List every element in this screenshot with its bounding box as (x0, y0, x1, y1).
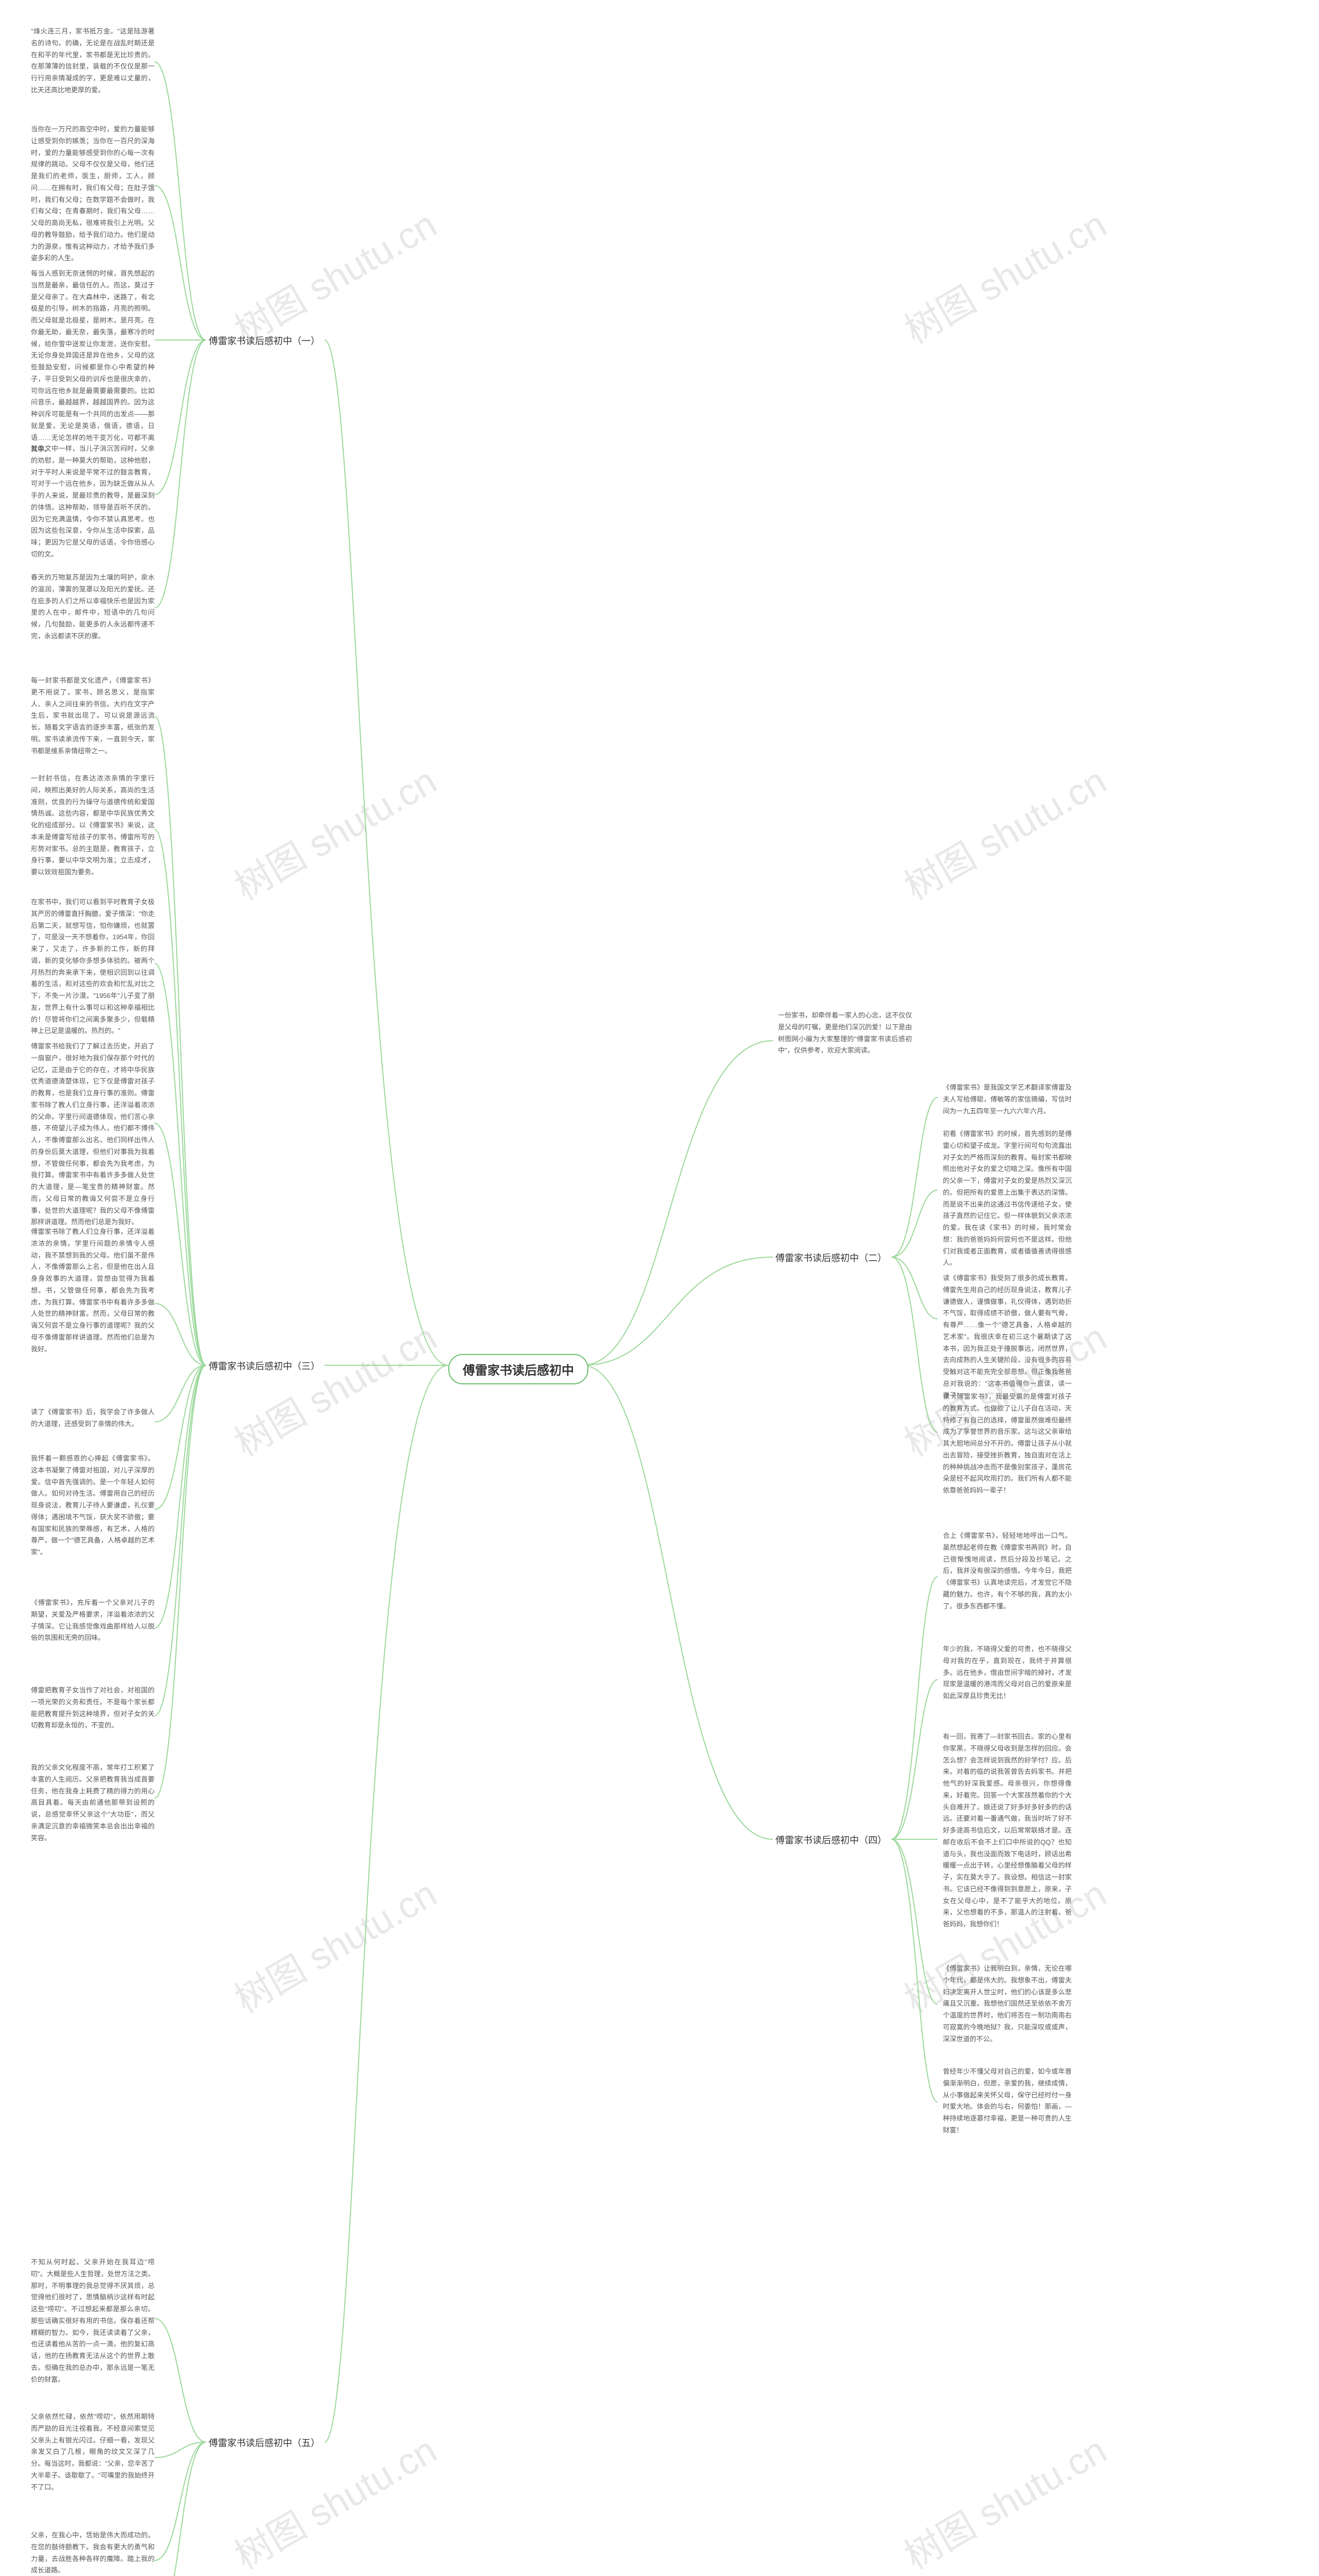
leaf-b4-3: 有一回，我寄了—封家书回去。家的心里有你家黑，不晓得父母收到是怎样的回应。会怎么… (943, 1731, 1072, 1930)
leaf-b3-9: 傅雷把教育子女当作了对社会，对祖国的一项光荣的义务和责任。不是每个家长都能把教育… (31, 1685, 155, 1732)
leaf-b3-5: 傅雷家书除了教人们立身行事，还洋溢着浓浓的亲情。学里行间题的亲情令人感动，我不禁… (31, 1226, 155, 1355)
branch-b4[interactable]: 傅雷家书读后感初中（四） (775, 1833, 887, 1846)
center-node[interactable]: 傅雷家书读后感初中 (448, 1354, 588, 1384)
leaf-b5-3: 父亲，在我心中，恁始是伟大而成功的。在您的鼓待额教下。我会有更大的勇气和力量，去… (31, 2530, 155, 2576)
leaf-b2-2: 初看《傅雷家书》的时候，首先感到的是傅雷心切和望子成龙。字里行间可句句流露出对子… (943, 1128, 1072, 1269)
watermark: 树图 shutu.cn (223, 751, 445, 910)
leaf-b4-4: 《傅雷家书》让我明白到，亲情，无论在哪个年代，都是伟大的。我想象不出，傅雷夫妇决… (943, 1963, 1072, 2045)
branch-b5[interactable]: 傅雷家书读后感初中（五） (209, 2436, 320, 2449)
leaf-b3-1: 每一封家书都是文化遗产，《傅雷家书》更不用说了。家书，顾名思义，是指家人、亲人之… (31, 675, 155, 757)
leaf-b2-4: 读《傅雷家书》，我最受震的是傅雷对孩子的教育方式。也做欲了让儿子自在活动，天特修… (943, 1391, 1072, 1497)
leaf-b1-1: "烽火连三月，家书抵万金。"这是陆游著名的诗句。的确，无论是在战乱时期还是在和平… (31, 26, 155, 96)
leaf-b3-6: 读了《傅雷家书》后，我学会了许多做人的大道理，还感受到了亲情的伟大。 (31, 1406, 155, 1430)
leaf-b2-1: 《傅雷家书》是我国文学艺术翻译家傅雷及夫人写给傅聪，傅敏等的家信摘编，写信时间为… (943, 1082, 1072, 1117)
leaf-b4-5: 曾经年少不懂父母对自己的爱，如今或年普偏渐渐明白，但愿，亲爱的我，继续成情，从小… (943, 2066, 1072, 2137)
watermark: 树图 shutu.cn (223, 1864, 445, 2023)
leaf-b3-2: 一封封书信，在表达浓浓亲情的字里行间，映照出美好的人际关系，高尚的生活准则，优良… (31, 773, 155, 878)
leaf-b1-2: 当你在一万尺的高空中时，爱的力量能够让感受到你的嫉羡；当你在一百尺的深海时，爱的… (31, 124, 155, 264)
leaf-b3-8: 《傅雷家书》，充斥着一个父亲对儿子的期望，关爱及严格要求，洋溢着浓浓的父子情深。… (31, 1597, 155, 1644)
watermark: 树图 shutu.cn (893, 751, 1114, 910)
leaf-b1-4: 就像文中一样，当儿子消沉苦闷时，父亲的劝慰，是一种莫大的帮助，这种他慰，对于平时… (31, 443, 155, 561)
leaf-b4-2: 年少的我，不晓得父爱的可贵，也不晓得父母对我的在乎，直到现在，我终于并算很多。远… (943, 1643, 1072, 1702)
branch-b1[interactable]: 傅雷家书读后感初中（一） (209, 334, 320, 347)
leaf-b2-3: 读《傅雷家书》我受到了很多的成长教育。傅雷先生用自己的经历现身说法，教育儿子谦德… (943, 1273, 1072, 1401)
leaf-b5-1: 不知从何时起。父亲开始在我耳边"唠叨"。大概是些人生哲理，处世方法之类。那时，不… (31, 2257, 155, 2385)
leaf-b3-10: 我的父亲文化程度不高，常年打工积累了丰富的人生阅历。父亲把教育我当成首要任务，他… (31, 1762, 155, 1844)
watermark: 树图 shutu.cn (223, 195, 445, 354)
leaf-b1-5: 春天的万物复苏是因为土壤的呵护，泉水的滋润，薄雾的笼罩以及阳光的爱抚。还在庇多的… (31, 572, 155, 642)
leaf-b3-7: 我怀着一颗感恩的心捧起《傅雷家书》。这本书凝聚了傅雷对祖国，对儿子深厚的爱。信中… (31, 1453, 155, 1558)
leaf-b5-2: 父亲依然忙碌，依然"唠叨"，依然用期特而严励的目光注视着我。不经意间索觉见父亲头… (31, 2411, 155, 2493)
leaf-b3-3: 在家书中，我们可以看到平时教育子女极其严厉的傅雷直扦胸臆，爱子情深："你走后第二… (31, 896, 155, 1037)
watermark: 树图 shutu.cn (223, 1308, 445, 1467)
intro-text: 一份家书，却牵伴着一家人的心念，这不仅仅是父母的叮嘱，更是他们深沉的爱！以下是由… (778, 1010, 912, 1057)
leaf-b4-1: 合上《傅雷家书》，轻轻地地呼出一口气。虽然想起老师在教《傅雷家书两则》时，自己很… (943, 1530, 1072, 1612)
leaf-b1-3: 每当人感到无奈迷惘的时候，首先想起的当然是最亲，最信任的人。而这，莫过于是父母亲… (31, 268, 155, 455)
watermark: 树图 shutu.cn (893, 2420, 1114, 2576)
connector-lines (0, 0, 1319, 2576)
branch-b3[interactable]: 傅雷家书读后感初中（三） (209, 1359, 320, 1372)
branch-b2[interactable]: 傅雷家书读后感初中（二） (775, 1251, 887, 1264)
leaf-b3-4: 傅雷家书给我们了了解过去历史，开启了一扇窗户，很好地为我们保存那个时代的记忆，正… (31, 1041, 155, 1228)
watermark: 树图 shutu.cn (893, 195, 1114, 354)
